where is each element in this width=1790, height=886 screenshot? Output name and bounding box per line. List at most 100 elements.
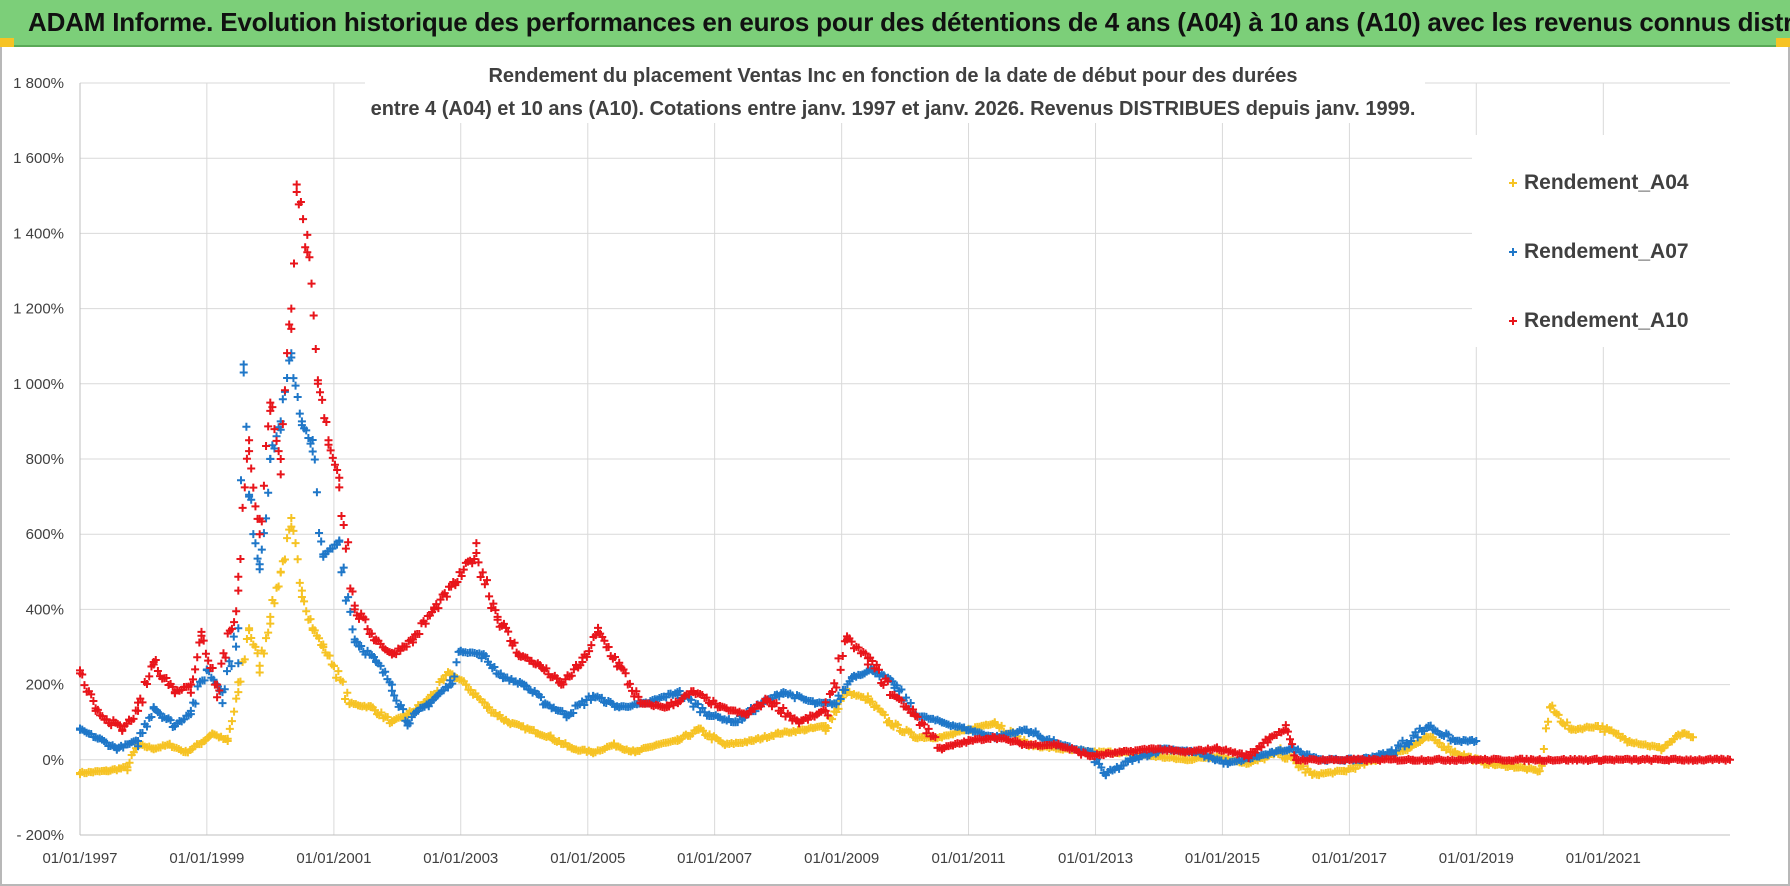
data-point <box>557 680 566 689</box>
data-point <box>376 661 385 670</box>
data-point <box>652 740 661 749</box>
data-point <box>396 701 405 710</box>
data-point <box>367 629 376 638</box>
data-point <box>289 526 298 535</box>
y-tick-label: 1 200% <box>13 301 64 318</box>
data-point <box>890 680 899 689</box>
data-point <box>854 643 863 652</box>
data-point <box>278 420 287 429</box>
data-point <box>344 593 353 602</box>
data-point <box>129 748 138 757</box>
data-point <box>268 403 277 412</box>
data-point <box>170 688 179 697</box>
banner-accent-right <box>1776 38 1790 47</box>
data-point <box>1407 737 1416 746</box>
data-point <box>311 345 320 353</box>
data-point <box>1726 755 1734 764</box>
data-point <box>456 646 465 655</box>
data-point <box>341 694 350 703</box>
data-point <box>424 699 433 708</box>
data-point <box>259 529 268 538</box>
data-point <box>834 654 843 663</box>
data-point <box>786 711 795 720</box>
data-point <box>1444 742 1453 751</box>
data-point <box>293 393 302 402</box>
data-point <box>415 630 424 639</box>
data-point <box>562 710 571 719</box>
data-point <box>1662 755 1671 764</box>
data-point <box>597 693 606 702</box>
data-point <box>631 748 640 757</box>
data-point <box>1086 752 1095 761</box>
legend-marker <box>1509 248 1517 256</box>
data-point <box>219 649 228 658</box>
data-point <box>328 544 337 553</box>
data-point <box>199 636 208 645</box>
data-point <box>750 704 759 713</box>
legend-label: Rendement_A07 <box>1524 240 1689 263</box>
data-point <box>266 612 275 621</box>
data-point <box>964 737 973 745</box>
data-point <box>337 511 346 520</box>
data-point <box>329 661 338 670</box>
data-point <box>308 447 317 456</box>
data-point <box>149 658 158 667</box>
data-point <box>451 579 460 588</box>
data-point <box>292 188 301 197</box>
data-point <box>280 386 289 395</box>
data-point <box>446 680 455 689</box>
data-point <box>872 660 881 669</box>
data-point <box>283 349 292 358</box>
data-point <box>290 259 299 268</box>
data-point <box>821 706 830 715</box>
data-point <box>772 699 781 708</box>
data-point <box>306 615 315 624</box>
data-point <box>257 545 266 554</box>
data-point <box>759 698 768 707</box>
data-point <box>868 657 877 666</box>
data-point <box>885 718 894 727</box>
data-point <box>698 704 707 713</box>
y-tick-label: 600% <box>26 526 64 543</box>
data-point <box>392 696 401 705</box>
data-point <box>335 537 344 546</box>
data-point <box>239 360 248 369</box>
data-point <box>694 725 703 734</box>
data-point <box>1257 743 1266 752</box>
data-point <box>1128 755 1137 764</box>
data-point <box>436 595 445 604</box>
data-point <box>118 725 127 734</box>
data-point <box>296 198 305 207</box>
data-point <box>186 680 195 689</box>
data-point <box>1554 710 1563 719</box>
data-point <box>779 688 788 697</box>
data-point <box>138 728 147 737</box>
series-Rendement_A10 <box>76 180 1734 765</box>
data-point <box>396 646 405 655</box>
data-point <box>390 691 399 700</box>
data-point <box>363 625 372 634</box>
data-point <box>836 695 845 704</box>
data-point <box>493 612 502 621</box>
data-point <box>337 568 346 577</box>
data-point <box>1614 729 1623 738</box>
data-point <box>662 703 671 712</box>
data-point <box>262 634 271 643</box>
data-point <box>811 699 820 708</box>
data-point <box>879 680 888 689</box>
data-point <box>510 638 519 647</box>
data-point <box>1544 717 1553 726</box>
data-point <box>480 698 489 707</box>
data-point <box>223 737 232 745</box>
data-point <box>615 703 624 712</box>
data-point <box>828 715 837 724</box>
data-point <box>191 665 200 674</box>
y-tick-label: 200% <box>26 677 64 694</box>
data-point <box>232 694 241 703</box>
x-tick-label: 01/01/2021 <box>1566 850 1641 867</box>
data-point <box>213 693 222 702</box>
data-point <box>585 647 594 656</box>
data-point <box>234 586 243 595</box>
data-point <box>1288 740 1297 749</box>
data-point <box>1593 721 1602 730</box>
